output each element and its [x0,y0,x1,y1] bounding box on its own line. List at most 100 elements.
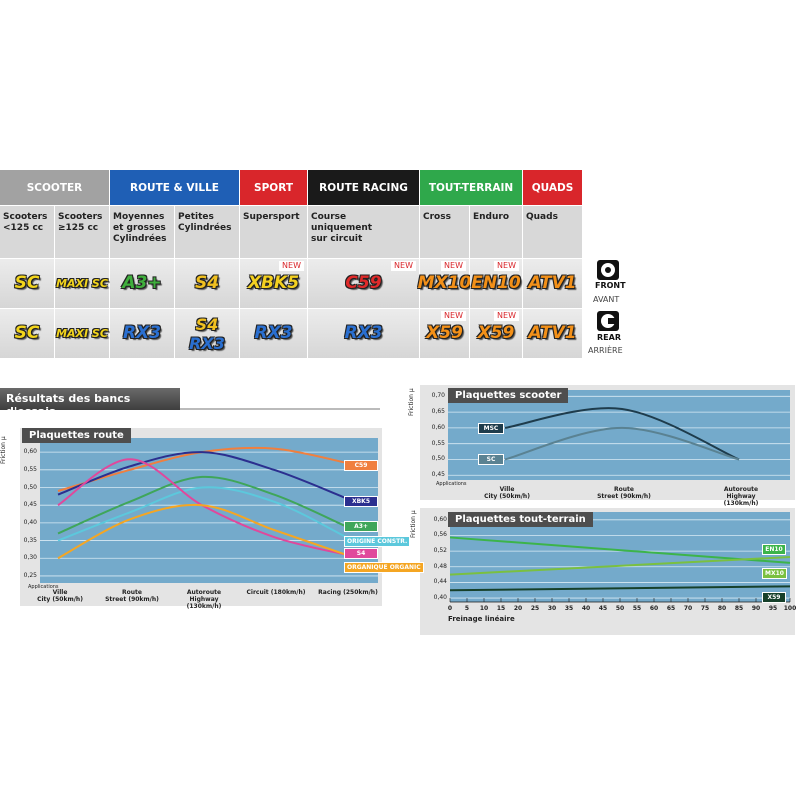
column-header: Petites Cylindrées [175,205,240,258]
chart-title: Plaquettes scooter [448,388,569,403]
series-line [57,451,347,500]
product-badge: MAXI SC [56,327,108,340]
y-tick-label: 0,48 [433,562,447,570]
y-tick-label: 0,35 [23,536,37,544]
series-line [504,426,740,461]
y-axis-label: Friction μ [408,388,415,416]
series-line [504,407,740,461]
front-cell: C59 NEW [308,258,420,308]
rear-icon [597,311,619,331]
series-line [449,585,791,592]
x-tick-label: 95 [768,605,778,612]
column-header: Quads [523,205,583,258]
front-icon [597,260,619,280]
series-label: EN10 [762,544,786,555]
y-tick-label: 0,40 [23,518,37,526]
x-axis-label: Applications [28,584,59,590]
y-tick-label: 0,44 [433,578,447,586]
column-header-line: Scooters [3,212,48,222]
series-label: MX10 [762,568,787,579]
x-tick-label: 20 [513,605,523,612]
rear-cell: ATV1 [523,308,583,358]
x-tick-label: 80 [717,605,727,612]
column-header: Course uniquement sur circuit [308,205,420,258]
product-badge: A3+ [122,273,162,293]
x-axis-label: Freinage linéaire [448,615,515,623]
product-badge: XBK5 [247,273,300,293]
x-tick-label: 45 [598,605,608,612]
series-line [449,556,791,576]
front-label-fr: AVANT [593,295,620,304]
product-badge: SC [14,273,40,293]
x-tick-label: Autoroute Highway (130km/h) [186,589,222,610]
product-badge: EN10 [471,273,521,293]
rear-cell: MAXI SC [55,308,110,358]
series-label: C59 [344,460,378,471]
product-badge: SC [14,323,40,343]
y-tick-label: 0,50 [431,455,445,463]
x-tick-label: Ville City (50km/h) [484,486,530,500]
x-tick-label: 25 [530,605,540,612]
front-cell: S4 [175,258,240,308]
column-header-line: Scooters [58,212,103,222]
product-badge: MX10 [417,273,472,293]
x-tick-label: Route Street (90km/h) [597,486,651,500]
y-axis-label: Friction μ [410,510,417,538]
product-badge: X59 [426,323,463,343]
front-cell: SC [0,258,55,308]
column-header-line: Moyennes [113,212,165,222]
series-label: ORIGINE CONSTR. [344,536,411,547]
product-badge: C59 [345,273,382,293]
x-tick-label: 0 [447,605,453,612]
x-tick-label: 50 [615,605,625,612]
column-header-line: Cylindrées [178,223,232,233]
column-header-line: Cross [423,212,451,222]
product-badge: RX3 [189,333,225,353]
x-tick-label: 90 [751,605,761,612]
y-tick-label: 0,50 [23,483,37,491]
new-tag: NEW [391,261,416,271]
y-tick-label: 0,40 [433,594,447,602]
column-header: Enduro [470,205,523,258]
y-tick-label: 0,70 [431,392,445,400]
product-badge: X59 [477,323,515,343]
column-header-line: Enduro [473,212,510,222]
x-tick-label: Ville City (50km/h) [37,589,83,603]
y-tick-label: 0,45 [23,501,37,509]
series-line [449,536,791,564]
y-tick-label: 0,52 [433,547,447,555]
x-tick-label: Route Street (90km/h) [105,589,159,603]
x-tick-label: Autoroute Highway (130km/h) [723,486,759,507]
column-header: Moyennes et grosses Cylindrées [110,205,175,258]
x-tick-label: 10 [479,605,489,612]
column-header-line: Quads [526,212,558,222]
plot-area [448,390,790,480]
section-rule [180,408,380,410]
chart-title: Plaquettes tout-terrain [448,512,593,527]
x-tick-label: 35 [564,605,574,612]
product-badge: S4 [195,314,219,334]
y-axis-label: Friction μ [0,436,7,464]
y-tick-label: 0,60 [433,515,447,523]
rear-cell: RX3 [240,308,308,358]
column-header: Scooters ≥125 cc [55,205,110,258]
rear-cell: RX3 [308,308,420,358]
series-label: ORGANIQUE ORGANIC [344,562,424,573]
column-header: Supersport [240,205,308,258]
new-tag: NEW [494,311,519,321]
y-tick-label: 0,45 [431,471,445,479]
series-line [57,475,347,535]
new-tag: NEW [279,261,304,271]
front-cell: EN10 NEW [470,258,523,308]
front-label: FRONT [595,281,626,290]
column-header: Cross [420,205,470,258]
column-header-line: Petites [178,212,214,222]
x-tick-label: Circuit (180km/h) [246,589,306,596]
y-tick-label: 0,56 [433,531,447,539]
column-header-line: ≥125 cc [58,223,99,233]
product-badge: S4 [194,273,220,293]
x-tick-label: 40 [581,605,591,612]
front-cell: ATV1 [523,258,583,308]
